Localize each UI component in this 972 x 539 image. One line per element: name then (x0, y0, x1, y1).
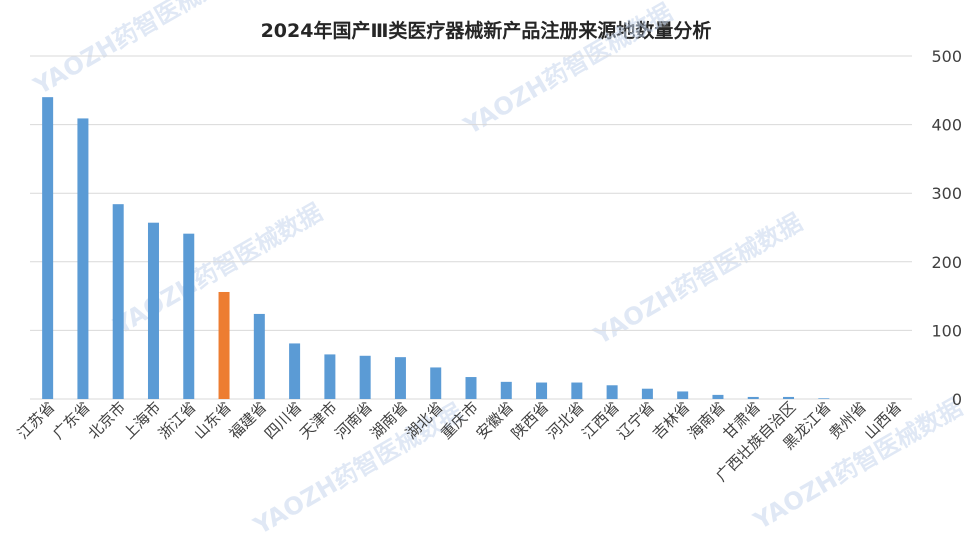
bar-重庆市 (465, 377, 477, 399)
bar-天津市 (324, 354, 336, 399)
y-tick-label: 300 (931, 184, 962, 203)
x-tick-label: 陕西省 (508, 398, 553, 443)
bar-广西壮族自治区 (783, 396, 795, 399)
bar-山东省 (218, 291, 230, 399)
x-tick-label: 安徽省 (473, 398, 518, 443)
y-tick-label: 200 (931, 253, 962, 272)
bar-湖北省 (430, 367, 442, 399)
bar-series (42, 97, 830, 400)
x-axis-ticks: 江苏省广东省北京市上海市浙江省山东省福建省四川省天津市河南省湖南省湖北省重庆市安… (14, 398, 905, 485)
x-tick-label: 江苏省 (14, 398, 59, 443)
bar-湖南省 (394, 357, 406, 399)
y-tick-label: 500 (931, 47, 962, 66)
watermark-layer: YAOZH药智医械数据 YAOZH药智医械数据 YAOZH药智医械数据 YAOZH药智… (28, 0, 967, 539)
x-tick-label: 北京市 (84, 398, 129, 443)
watermark-text: YAOZH药智医械数据 (588, 208, 807, 351)
x-tick-label: 广东省 (49, 398, 94, 443)
chart-title: 2024年国产Ⅲ类医疗器械新产品注册来源地数量分析 (260, 20, 712, 42)
x-tick-label: 福建省 (226, 398, 271, 443)
bar-江西省 (606, 385, 618, 399)
bar-河北省 (571, 382, 583, 399)
bar-甘肃省 (747, 396, 759, 399)
bar-吉林省 (677, 391, 689, 399)
x-tick-label: 海南省 (684, 398, 729, 443)
bar-海南省 (712, 394, 724, 399)
watermark-text: YAOZH药智医械数据 (28, 0, 247, 101)
x-tick-label: 江西省 (578, 398, 623, 443)
x-tick-label: 河南省 (331, 398, 376, 443)
x-tick-label: 上海市 (120, 398, 165, 443)
y-tick-label: 400 (931, 116, 962, 135)
bar-浙江省 (183, 233, 195, 399)
bar-陕西省 (536, 382, 548, 399)
watermark-text: YAOZH药智医械数据 (108, 198, 327, 341)
x-tick-label: 吉林省 (649, 398, 694, 443)
bar-河南省 (359, 355, 371, 399)
bar-福建省 (253, 313, 265, 399)
bar-广东省 (77, 118, 89, 400)
bar-北京市 (112, 204, 124, 399)
y-axis-ticks: 0 100 200 300 400 500 (931, 47, 962, 409)
x-tick-label: 天津市 (296, 398, 341, 443)
bar-黑龙江省 (818, 398, 830, 399)
bar-安徽省 (500, 381, 512, 399)
x-tick-label: 辽宁省 (614, 398, 659, 443)
x-tick-label: 贵州省 (825, 398, 870, 443)
y-tick-label: 100 (931, 321, 962, 340)
y-tick-label: 0 (952, 390, 962, 409)
bar-上海市 (147, 222, 159, 399)
bar-辽宁省 (641, 388, 653, 399)
bar-四川省 (289, 343, 301, 399)
x-tick-label: 山东省 (190, 398, 235, 443)
bar-江苏省 (42, 97, 54, 399)
x-tick-label: 浙江省 (155, 398, 200, 443)
x-tick-label: 四川省 (261, 398, 306, 443)
gridlines (30, 55, 912, 400)
x-tick-label: 河北省 (543, 398, 588, 443)
watermark-text: YAOZH药智医械数据 (458, 0, 677, 141)
